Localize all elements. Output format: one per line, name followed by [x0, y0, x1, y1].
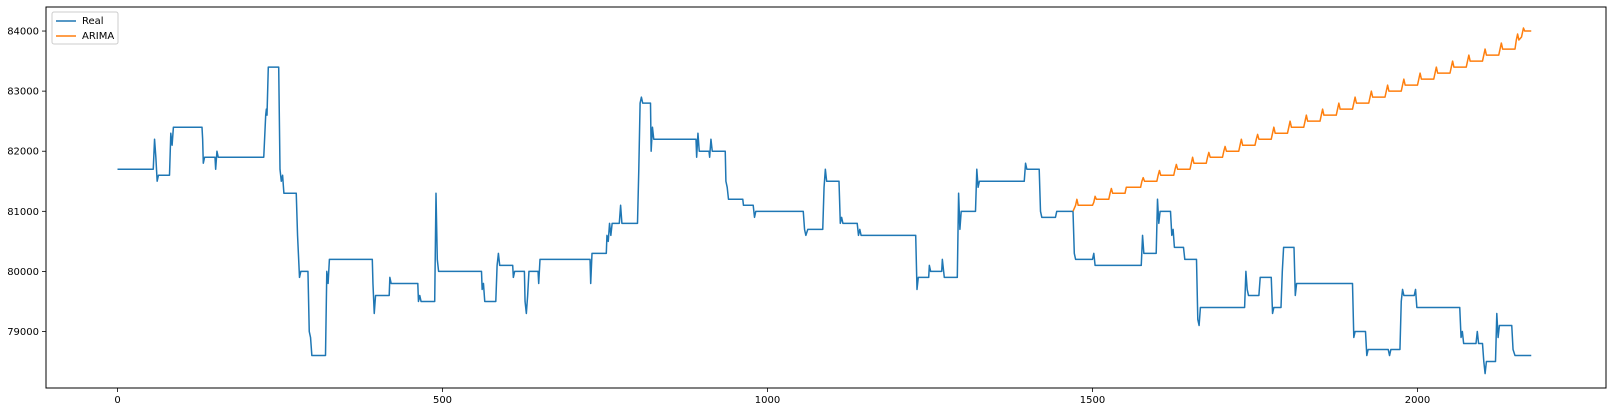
legend-label-arima: ARIMA — [82, 31, 114, 42]
x-tick-label: 1000 — [755, 395, 780, 406]
y-tick-label: 81000 — [7, 207, 39, 218]
x-tick-label: 1500 — [1080, 395, 1105, 406]
plot-area — [46, 7, 1606, 388]
x-tick-label: 500 — [433, 395, 452, 406]
series-line-arima — [1072, 27, 1532, 212]
legend: Real ARIMA — [51, 11, 119, 45]
y-tick-label: 83000 — [7, 87, 39, 98]
legend-label-real: Real — [82, 16, 104, 27]
series-layer — [117, 27, 1532, 375]
x-tick-label: 2000 — [1405, 395, 1430, 406]
series-line-real — [117, 66, 1532, 375]
y-tick-label: 82000 — [7, 147, 39, 158]
x-tick-label: 0 — [114, 395, 120, 406]
x-axis: 0 500 1000 1500 2000 — [114, 388, 1430, 406]
y-tick-label: 84000 — [7, 27, 39, 38]
plot-frame — [45, 6, 1607, 389]
y-axis: 79000 80000 81000 82000 83000 84000 — [7, 27, 46, 338]
y-tick-label: 80000 — [7, 267, 39, 278]
y-tick-label: 79000 — [7, 327, 39, 338]
